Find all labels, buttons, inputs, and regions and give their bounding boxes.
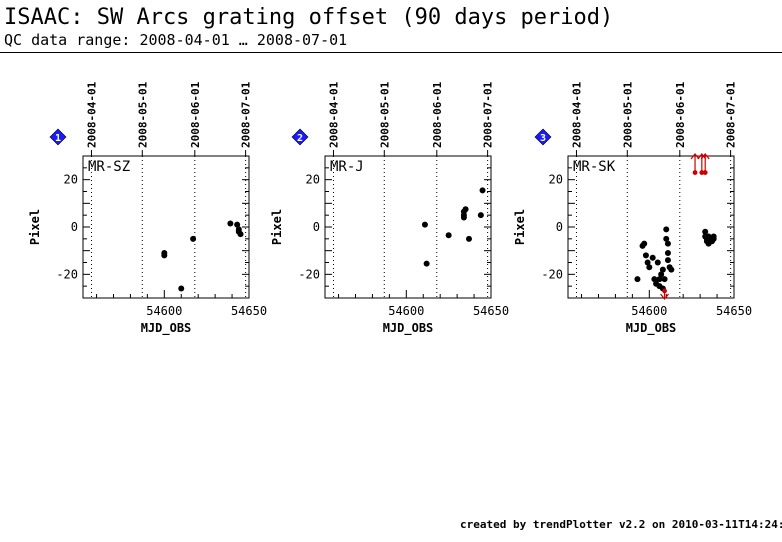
chart-panel-3: 2008-04-01 2008-05-01 2008-06-01 2008-07-01… [513,81,752,336]
plot-frame [82,155,250,299]
y-axis-title: Pixel [513,209,527,245]
outlier-point [702,170,708,175]
panel-index-number: 2 [297,133,303,144]
data-point [479,187,486,194]
data-point [663,226,670,233]
data-point [465,235,472,242]
y-axis-title: Pixel [270,209,284,245]
y-tick-label: -20 [541,267,563,281]
panel-label: MR-SK [573,159,616,175]
plot-frame [567,155,735,299]
footer-credit: created by trendPlotter v2.2 on 2010-03-… [460,518,782,531]
data-point [654,259,661,266]
y-tick-label: 0 [313,220,320,234]
y-tick-label: 20 [549,173,563,187]
x-axis-title: MJD_OBS [383,321,434,336]
outlier-arrowhead [697,153,707,160]
y-tick-label: -20 [298,267,320,281]
data-point [237,231,244,238]
x-tick-label: 54600 [146,304,182,318]
data-point [663,235,670,242]
date-tick-label: 2008-04-01 [85,81,98,148]
data-point [190,235,197,242]
data-point [445,232,452,239]
x-tick-label: 54650 [716,304,752,318]
page-title: ISAAC: SW Arcs grating offset (90 days p… [4,5,614,30]
panel-label: MR-J [330,159,364,175]
y-axis-title: Pixel [28,209,42,245]
data-point [656,276,663,283]
data-point [178,285,185,292]
outlier-point [699,170,705,175]
data-point [702,228,709,235]
data-point [641,240,648,247]
data-point [664,250,671,257]
x-tick-label: 54650 [231,304,267,318]
x-axis-title: MJD_OBS [626,321,677,336]
x-tick-label: 54600 [631,304,667,318]
date-tick-label: 2008-05-01 [136,81,149,148]
y-tick-label: 0 [556,220,563,234]
data-point [462,206,469,213]
x-tick-label: 54600 [388,304,424,318]
date-tick-label: 2008-06-01 [674,81,687,148]
data-point [421,221,428,228]
panel-index-badge [534,128,552,146]
panel-index-badge [49,128,67,146]
outlier-point [692,170,698,175]
data-point [161,252,168,259]
data-point [664,240,671,247]
data-point [477,212,484,219]
data-point [664,257,671,264]
panel-index-badge [291,128,309,146]
date-tick-label: 2008-05-01 [378,81,391,148]
outlier-arrowhead [690,153,700,160]
x-tick-label: 54650 [473,304,509,318]
data-point [234,221,241,228]
data-point [710,233,717,240]
data-point [651,276,658,283]
date-tick-label: 2008-06-01 [431,81,444,148]
chart-panel-1: 2008-04-01 2008-05-01 2008-06-01 2008-07-01… [28,81,267,336]
date-tick-label: 2008-04-01 [570,81,583,148]
plot-frame [324,155,492,299]
panel-index-number: 1 [55,133,61,144]
data-point [661,276,668,283]
outlier-arrowhead [700,153,710,160]
data-point [646,264,653,271]
data-point [668,266,675,273]
data-point [423,260,430,267]
panel-label: MR-SZ [88,159,130,175]
y-tick-label: 0 [71,220,78,234]
date-tick-label: 2008-04-01 [327,81,340,148]
chart-panel-2: 2008-04-01 2008-05-01 2008-06-01 2008-07-01… [270,81,509,336]
y-tick-label: 20 [64,173,78,187]
page-subtitle: QC data range: 2008-04-01 … 2008-07-01 [4,31,348,49]
date-tick-label: 2008-07-01 [725,81,738,148]
outlier-arrowhead [660,293,670,300]
data-point [227,220,234,227]
y-tick-label: -20 [56,267,78,281]
date-tick-label: 2008-05-01 [621,81,634,148]
date-tick-label: 2008-06-01 [189,81,202,148]
data-point [659,266,666,273]
data-point [634,276,641,283]
data-point [649,254,656,261]
data-point [658,271,665,278]
data-point [644,259,651,266]
x-axis-title: MJD_OBS [141,321,192,336]
date-tick-label: 2008-07-01 [482,81,495,148]
y-tick-label: 20 [306,173,320,187]
header-divider [0,52,782,53]
date-tick-label: 2008-07-01 [240,81,253,148]
data-point [642,252,649,259]
panel-index-number: 3 [540,133,546,144]
